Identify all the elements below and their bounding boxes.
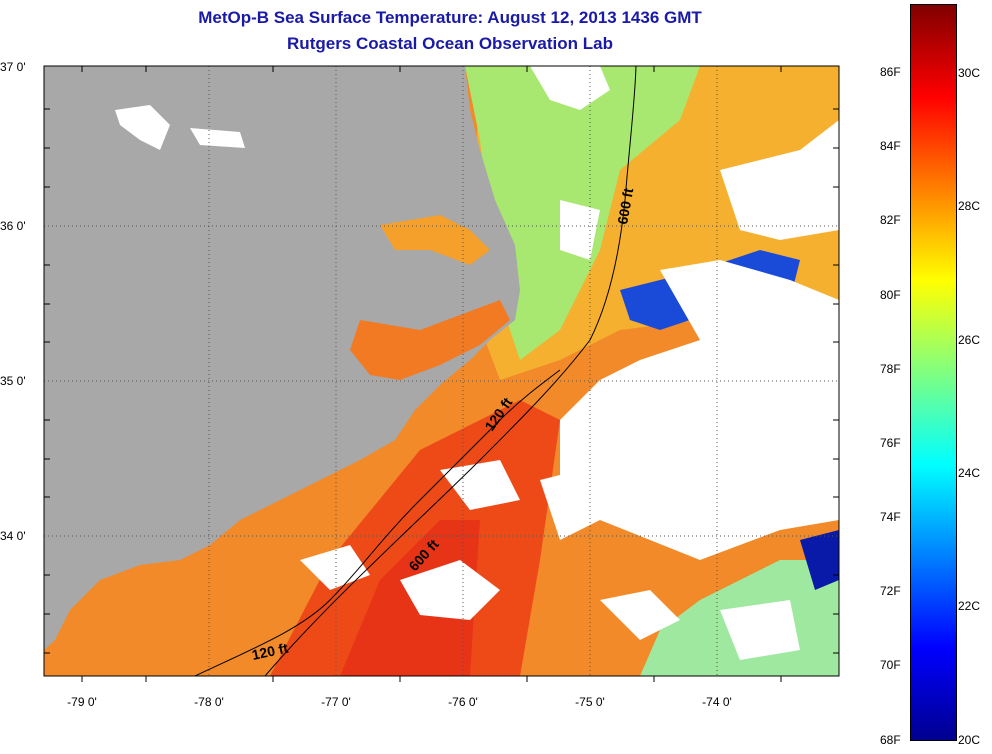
colorbar-f-label-80: 80F <box>880 288 901 302</box>
albemarle-sound <box>380 215 490 265</box>
colorbar-f-label-84: 84F <box>880 139 901 153</box>
cloud-mask-5 <box>300 545 370 590</box>
colorbar-f-label-74: 74F <box>880 510 901 524</box>
hot-water-core <box>340 520 480 676</box>
pamlico-sound <box>350 300 510 380</box>
inland-lake-2 <box>190 128 245 148</box>
contour-600ft <box>264 65 637 677</box>
cloud-mask-10 <box>720 600 800 660</box>
colorbar-f-label-76: 76F <box>880 436 901 450</box>
cloud-mask-9 <box>600 590 680 640</box>
temperature-colorbar <box>910 4 957 741</box>
land-area <box>44 66 520 650</box>
colorbar-f-label-70: 70F <box>880 658 901 672</box>
contour-120ft <box>194 369 561 677</box>
lon-label-76: -76 0' <box>448 695 478 709</box>
cloud-mask-8 <box>720 120 839 240</box>
cloud-mask-6 <box>440 460 520 510</box>
colorbar-c-label-24: 24C <box>958 466 981 480</box>
colorbar-f-label-72: 72F <box>880 584 901 598</box>
colorbar-c-label-28: 28C <box>958 199 981 213</box>
lat-label-36: 36 0' <box>0 219 26 233</box>
lon-label-75: -75 0' <box>575 695 605 709</box>
lon-label-77: -77 0' <box>321 695 351 709</box>
lat-label-35: 35 0' <box>0 374 26 388</box>
colorbar-c-label-26: 26C <box>958 333 981 347</box>
cloud-mask-4 <box>400 560 500 620</box>
cold-water-patch-2 <box>800 530 839 590</box>
lon-label-74: -74 0' <box>702 695 732 709</box>
colorbar-f-label-82: 82F <box>880 213 901 227</box>
grid-lines <box>44 66 839 676</box>
contour-label-600ft-north: 600 ft <box>614 186 636 225</box>
contour-label-120ft-south: 120 ft <box>250 640 289 663</box>
lon-label-78: -78 0' <box>194 695 224 709</box>
colorbar-f-label-68: 68F <box>880 733 901 747</box>
lon-label-79: -79 0' <box>67 695 97 709</box>
lat-label-37: 37 0' <box>0 60 26 74</box>
colorbar-c-label-20: 20C <box>958 733 981 747</box>
map-frame <box>43 65 840 677</box>
colorbar-f-label-78: 78F <box>880 362 901 376</box>
map-title: MetOp-B Sea Surface Temperature: August … <box>198 8 702 27</box>
map-subtitle: Rutgers Coastal Ocean Observation Lab <box>287 34 613 53</box>
cloud-mask <box>560 260 839 560</box>
colorbar-c-label-30: 30C <box>958 66 981 80</box>
axis-ticks <box>44 66 839 682</box>
lat-label-34: 34 0' <box>0 529 26 543</box>
cloud-mask-7 <box>540 470 600 540</box>
colorbar-c-label-22: 22C <box>958 599 981 613</box>
colorbar-f-label-86: 86F <box>880 65 901 79</box>
sst-map: 600 ft 120 ft 600 ft 120 ft <box>43 65 840 682</box>
inland-lake <box>115 105 170 150</box>
